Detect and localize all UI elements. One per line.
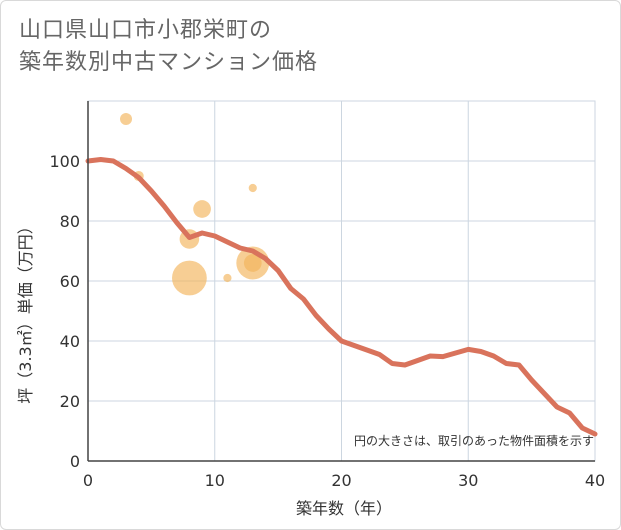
y-tick-label: 100	[49, 152, 80, 171]
x-tick-label: 20	[331, 471, 351, 490]
title-line-2: 築年数別中古マンション価格	[19, 50, 319, 75]
y-tick-label: 60	[60, 272, 80, 291]
x-tick-label: 30	[458, 471, 478, 490]
title-line-1: 山口県山口市小郡栄町の	[19, 18, 273, 43]
x-tick-label: 40	[585, 471, 605, 490]
axes	[87, 101, 595, 462]
chart-title: 山口県山口市小郡栄町の 築年数別中古マンション価格	[19, 15, 318, 79]
x-tick-label: 0	[83, 471, 93, 490]
data-bubble	[172, 260, 207, 296]
trend-line-group	[85, 157, 598, 437]
grid	[87, 100, 596, 462]
x-tick-label: 10	[205, 471, 225, 490]
size-annotation: 円の大きさは、取引のあった物件面積を示す	[354, 433, 594, 448]
y-tick-label: 80	[60, 212, 80, 231]
x-axis-label: 築年数（年）	[296, 499, 392, 518]
y-axis-label: 坪（3.3㎡）単価（万円）	[16, 218, 35, 403]
data-bubble	[120, 113, 133, 125]
y-tick-label: 20	[60, 392, 80, 411]
data-bubble	[223, 273, 232, 283]
data-bubble	[248, 183, 257, 193]
y-tick-label: 40	[60, 332, 80, 351]
data-bubble	[243, 254, 262, 272]
tick-labels: 0 10 20 30 40 0 20 40 60 80 100	[49, 152, 605, 490]
bubbles	[120, 113, 270, 296]
data-bubble	[193, 200, 211, 218]
trend-line	[85, 157, 598, 437]
y-tick-label: 0	[70, 452, 80, 471]
